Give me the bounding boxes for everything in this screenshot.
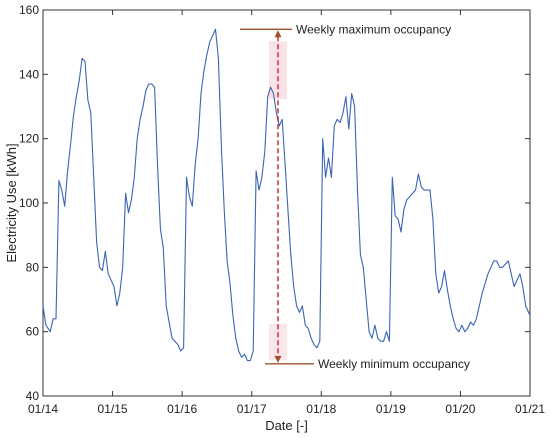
y-tick-label: 80: [26, 260, 40, 274]
annotation-layer: Weekly maximum occupancy Weekly minimum o…: [240, 22, 470, 371]
y-tick-label: 120: [19, 132, 39, 146]
y-tick-label: 100: [19, 196, 39, 210]
y-axis-label: Electricity Use [kWh]: [4, 143, 19, 262]
x-tick-label: 01/15: [98, 402, 128, 416]
x-tick-label: 01/21: [515, 402, 545, 416]
axis-ticks: 01/14 01/15 01/16 01/17 01/18 01/19 01/20 01/21…: [19, 3, 545, 416]
x-tick-label: 01/18: [306, 402, 336, 416]
x-axis-label: Date [-]: [265, 418, 308, 433]
y-tick-label: 60: [26, 325, 40, 339]
x-tick-label: 01/20: [445, 402, 475, 416]
series-line: [42, 28, 531, 362]
min-annotation-label: Weekly minimum occupancy: [318, 357, 470, 371]
x-tick-label: 01/17: [237, 402, 267, 416]
x-tick-label: 01/19: [376, 402, 406, 416]
series-layer: [42, 28, 531, 362]
y-tick-label: 140: [19, 67, 39, 81]
x-tick-label: 01/16: [167, 402, 197, 416]
max-annotation-label: Weekly maximum occupancy: [296, 22, 451, 36]
arrow-head-up-icon: [274, 30, 282, 38]
arrow-head-down-icon: [274, 355, 282, 363]
x-tick-label: 01/14: [28, 402, 58, 416]
y-tick-label: 40: [26, 389, 40, 403]
y-tick-label: 160: [19, 3, 39, 17]
